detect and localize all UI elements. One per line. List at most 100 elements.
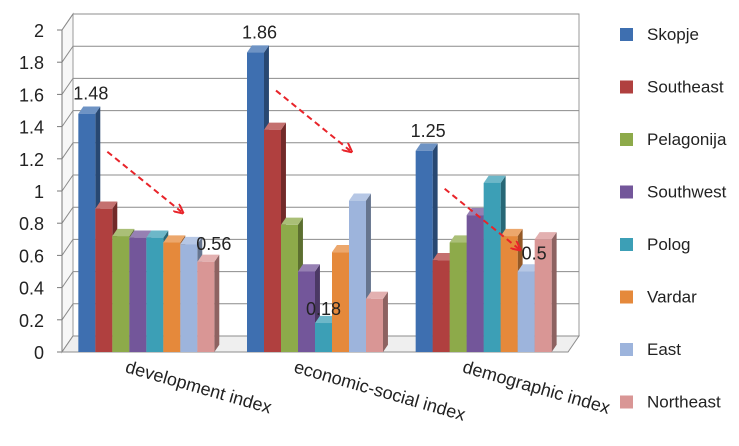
gridline [61, 13, 579, 31]
bar-front [281, 224, 298, 352]
trend-arrow [106, 150, 181, 212]
bar-front [534, 239, 552, 352]
y-tick-label: 0.4 [19, 279, 44, 299]
bar-top [332, 244, 354, 253]
bars [78, 45, 557, 353]
gridline [61, 174, 579, 192]
gridline [61, 206, 579, 224]
y-tick-label: 0 [34, 343, 44, 363]
bar-top [163, 235, 186, 243]
bar-top [415, 143, 438, 151]
bar-front [432, 260, 450, 352]
gridline [61, 303, 579, 321]
y-tick-label: 0.8 [19, 214, 44, 234]
trend-arrows [106, 89, 519, 249]
bar-top [449, 235, 472, 243]
trend-arrow [444, 187, 519, 249]
bar-front [146, 237, 164, 352]
bar-top [432, 253, 455, 261]
legend-swatch [620, 80, 633, 94]
bar-front [466, 215, 484, 352]
bar-top [298, 264, 320, 272]
gridline [61, 45, 579, 63]
legend-item-southeast: Southeast [620, 78, 724, 97]
bar-front [483, 182, 501, 352]
data-label: 1.86 [242, 23, 277, 43]
legend-item-polog: Polog [620, 235, 690, 254]
trend-arrow [275, 89, 350, 151]
bar-front [349, 200, 366, 352]
bar-front [264, 129, 281, 352]
gridline [61, 271, 579, 288]
y-tick-label: 1.2 [19, 150, 44, 170]
legend-swatch [620, 238, 633, 251]
legend-label: Northeast [647, 393, 721, 412]
bar-front [415, 150, 433, 352]
bar-top [315, 315, 337, 324]
legend-swatch [620, 185, 633, 199]
bar-front [112, 236, 130, 352]
bar-front [180, 244, 198, 352]
legend-item-southwest: Southwest [620, 183, 727, 202]
y-axis: 0 0.2 0.4 0.6 0.8 1 1.2 1.4 1.6 1.8 2 [19, 21, 63, 363]
y-tick-label: 0.6 [19, 246, 44, 266]
legend: Skopje Southeast Pelagonija Southwest Polog V… [620, 25, 727, 412]
gridline [61, 238, 579, 256]
bar-front [517, 271, 535, 352]
legend-label: Southeast [647, 78, 724, 97]
legend-label: East [647, 340, 681, 359]
x-category-label: demographic index [461, 357, 613, 418]
x-category-label: economic-social index [292, 357, 468, 425]
data-labels: 1.48 0.56 1.86 0.18 1.25 0.5 [73, 23, 546, 319]
bar-top [366, 291, 388, 299]
legend-swatch [620, 343, 633, 356]
bar-front [449, 242, 467, 352]
bar-top [146, 230, 169, 238]
legend-label: Vardar [647, 288, 697, 307]
bar-northeast-1 [366, 291, 388, 352]
data-label: 0.5 [522, 244, 547, 264]
legend-item-pelagonija: Pelagonija [620, 130, 727, 149]
gridline [61, 110, 579, 127]
data-label: 1.25 [411, 121, 446, 141]
legend-item-northeast: Northeast [620, 393, 721, 412]
data-label: 1.48 [73, 84, 108, 104]
bar-top [247, 45, 269, 53]
y-tick-label: 1.8 [19, 53, 44, 73]
x-axis-labels: development index economic-social indexde… [123, 357, 612, 425]
bar-front [197, 261, 215, 352]
bar-front [366, 298, 383, 352]
bar-top [349, 193, 371, 201]
bar-front [500, 236, 518, 352]
bar-front [315, 323, 332, 352]
bar-northeast-2 [534, 232, 557, 352]
legend-swatch [620, 28, 633, 41]
bar-top [112, 228, 135, 237]
legend-swatch [620, 395, 633, 409]
x-category-label: development index [123, 357, 274, 418]
bar-top [180, 236, 203, 245]
y-tick-label: 2 [34, 21, 44, 41]
y-tick-label: 0.2 [19, 311, 44, 331]
bar-northeast-0 [197, 254, 220, 352]
legend-item-east: East [620, 340, 681, 359]
data-label: 0.56 [196, 234, 231, 254]
y-tick-label: 1.6 [19, 85, 44, 105]
bar-top [129, 230, 152, 238]
bar-front [78, 113, 96, 352]
bar-top [78, 106, 101, 114]
gridlines [61, 13, 579, 353]
bar-front [163, 242, 181, 352]
bar-top [281, 217, 303, 225]
y-tick-label: 1.4 [19, 118, 44, 138]
bar-top [95, 201, 118, 209]
legend-label: Pelagonija [647, 130, 727, 149]
bar-side [214, 254, 220, 352]
gridline [61, 142, 579, 160]
bar-top [500, 228, 523, 237]
legend-swatch [620, 290, 633, 304]
legend-swatch [620, 133, 633, 146]
bar-side [383, 291, 388, 352]
